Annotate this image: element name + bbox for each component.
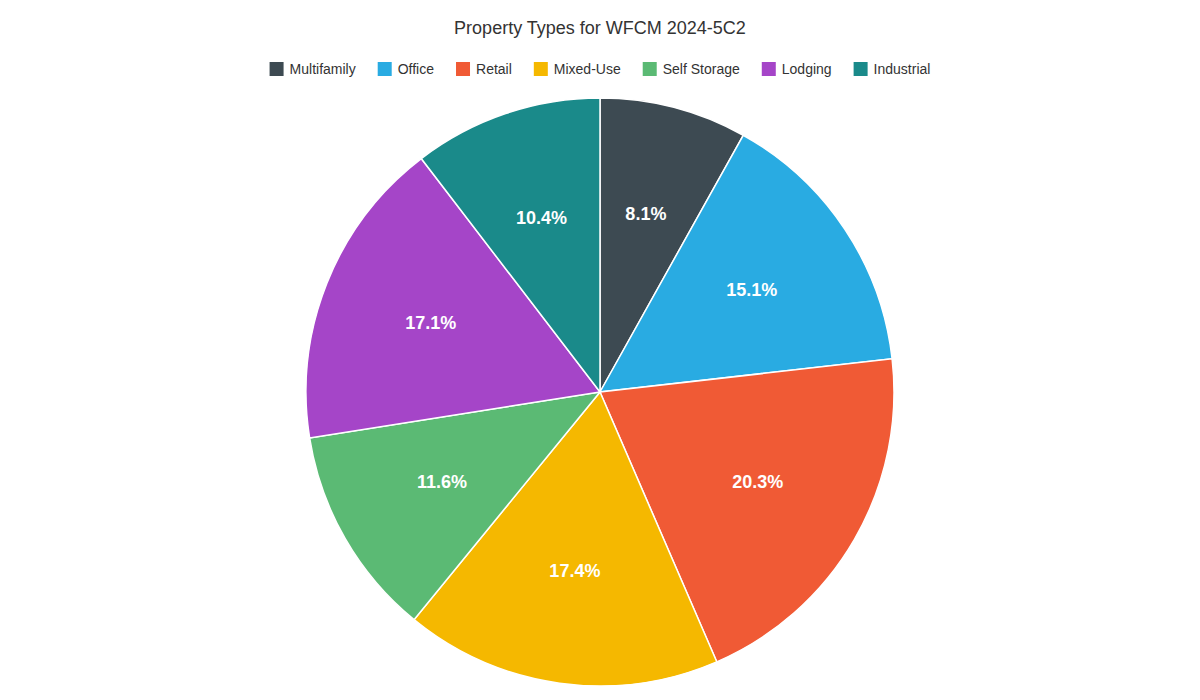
chart: Property Types for WFCM 2024-5C2 Multifam… — [0, 0, 1200, 700]
legend-swatch — [270, 62, 284, 76]
data-label: 17.4% — [549, 561, 600, 581]
legend-item: Lodging — [762, 61, 832, 77]
data-label: 10.4% — [516, 208, 567, 228]
data-label: 17.1% — [405, 313, 456, 333]
legend-label: Self Storage — [663, 61, 740, 77]
legend-swatch — [534, 62, 548, 76]
legend-item: Mixed-Use — [534, 61, 621, 77]
legend-item: Industrial — [854, 61, 931, 77]
legend-swatch — [643, 62, 657, 76]
legend-label: Office — [398, 61, 435, 77]
legend-swatch — [378, 62, 392, 76]
legend-item: Multifamily — [270, 61, 356, 77]
legend: Multifamily Office Retail Mixed-Use Self Sto… — [270, 61, 931, 77]
title: Property Types for WFCM 2024-5C2 — [454, 18, 746, 38]
legend-item: Retail — [456, 61, 512, 77]
slice — [600, 135, 892, 392]
slice — [421, 98, 600, 392]
legend-swatch — [456, 62, 470, 76]
legend-item: Office — [378, 61, 435, 77]
data-label: 11.6% — [417, 472, 467, 492]
legend-label: Industrial — [874, 61, 931, 77]
legend-swatch — [854, 62, 868, 76]
legend-label: Retail — [476, 61, 512, 77]
data-label: 8.1% — [625, 204, 666, 224]
legend-swatch — [762, 62, 776, 76]
data-label: 15.1% — [726, 280, 777, 300]
pie — [306, 98, 894, 686]
legend-label: Multifamily — [290, 61, 356, 77]
legend-label: Mixed-Use — [554, 61, 621, 77]
data-label: 20.3% — [732, 472, 783, 492]
data-labels: 8.1% 15.1% 20.3% 17.4% 11.6% 17.1% 10.4% — [405, 204, 783, 581]
legend-label: Lodging — [782, 61, 832, 77]
legend-item: Self Storage — [643, 61, 740, 77]
